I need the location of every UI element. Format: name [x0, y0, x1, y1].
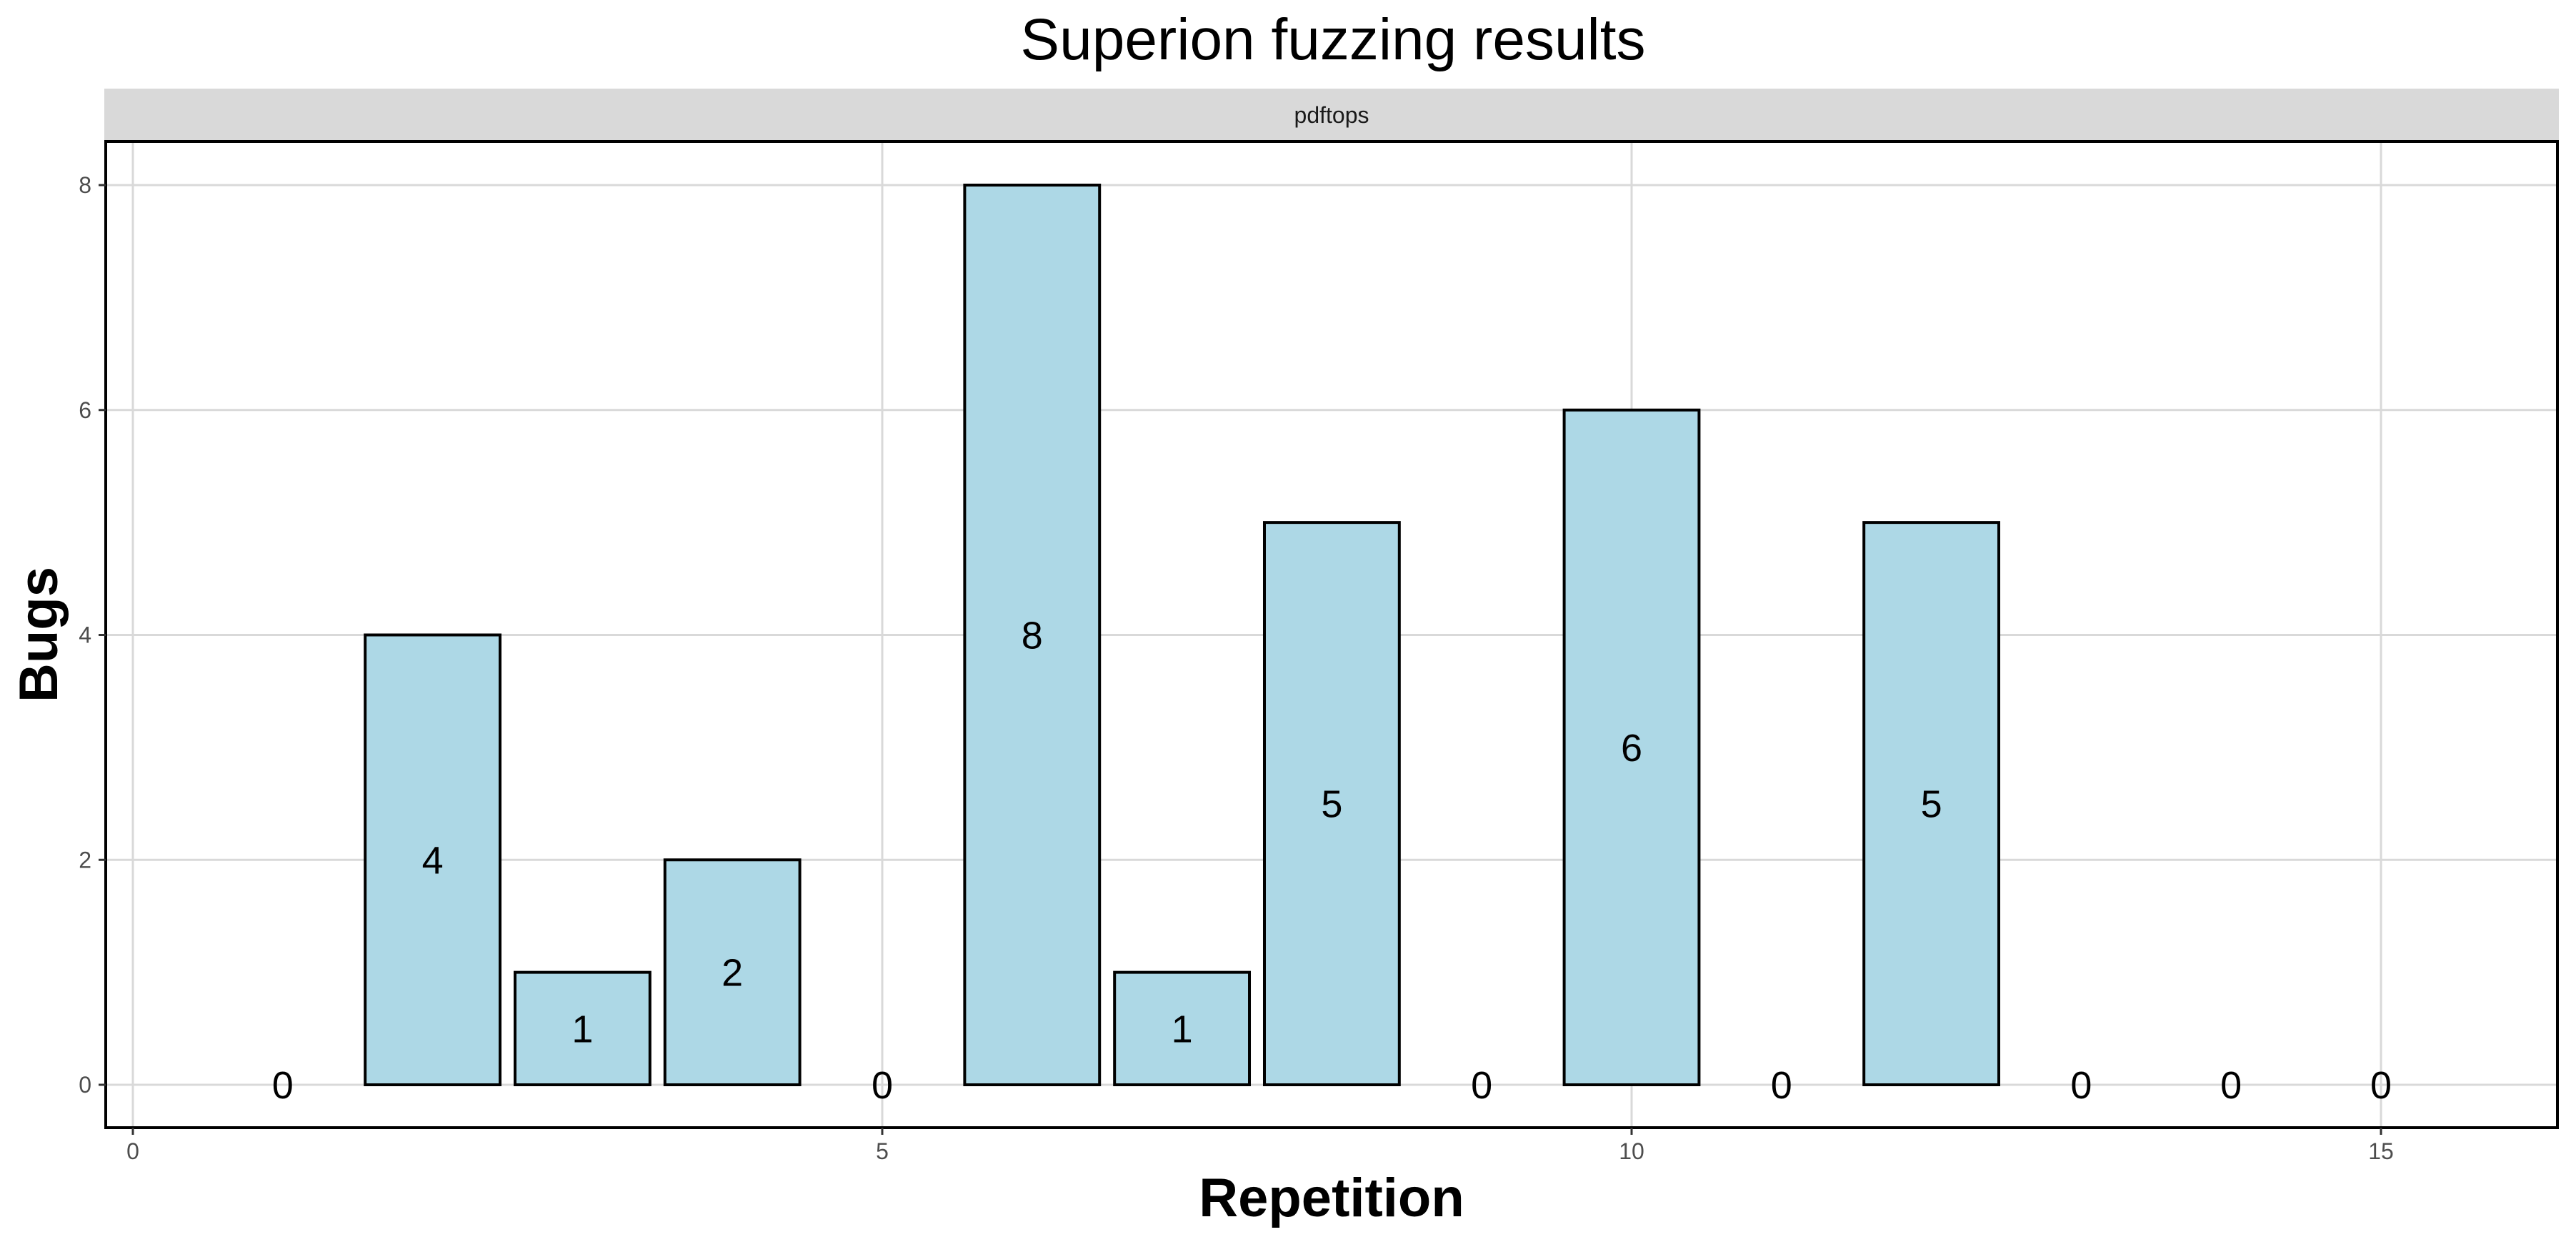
y-axis-ticks: 0 2 4 6 8	[79, 172, 106, 1098]
bar	[663, 858, 802, 1086]
y-tick-label: 0	[79, 1072, 91, 1098]
bar-data-label: 1	[1172, 1008, 1193, 1050]
bar-data-label: 1	[571, 1008, 593, 1050]
y-tick-label: 6	[79, 397, 91, 423]
bar-data-label: 4	[422, 839, 444, 882]
y-tick-label: 2	[79, 847, 91, 873]
bar-data-label: 5	[1921, 783, 1942, 826]
bar-data-label: 5	[1321, 783, 1342, 826]
bar-data-label: 0	[1471, 1064, 1492, 1107]
bar	[1862, 521, 2001, 1086]
bar	[1113, 970, 1252, 1086]
bar	[513, 970, 652, 1086]
facet-strip-label: pdftops	[1294, 102, 1369, 128]
x-tick-label: 0	[126, 1138, 139, 1164]
bar-data-label: 0	[1771, 1064, 1792, 1107]
bar-data-label: 0	[872, 1064, 893, 1107]
chart-title: Superion fuzzing results	[1020, 7, 1645, 72]
x-tick-label: 5	[876, 1138, 889, 1164]
bar-data-label: 8	[1022, 615, 1043, 657]
bar	[1262, 521, 1401, 1086]
y-axis-title: Bugs	[9, 567, 69, 702]
facet-strip	[104, 89, 2559, 141]
bar-data-labels: 0 4 1 2 0 8 1 5 0 6 0 5 0 0 0	[272, 615, 2392, 1108]
bar-data-label: 2	[722, 952, 743, 995]
y-tick-label: 8	[79, 172, 91, 198]
bar	[364, 633, 502, 1086]
x-tick-label: 15	[2368, 1138, 2394, 1164]
bar-data-label: 0	[2220, 1064, 2242, 1107]
bar	[1562, 408, 1701, 1086]
y-tick-label: 4	[79, 622, 91, 648]
bar-data-label: 0	[272, 1064, 294, 1107]
x-axis-title: Repetition	[1199, 1168, 1464, 1228]
x-axis-ticks: 0 5 10 15	[126, 1128, 2394, 1164]
bar-data-label: 6	[1621, 727, 1642, 770]
bars	[364, 184, 2001, 1086]
bar	[963, 184, 1102, 1086]
bar-data-label: 0	[2070, 1064, 2092, 1107]
bar-data-label: 0	[2370, 1064, 2392, 1107]
x-tick-label: 10	[1619, 1138, 1644, 1164]
